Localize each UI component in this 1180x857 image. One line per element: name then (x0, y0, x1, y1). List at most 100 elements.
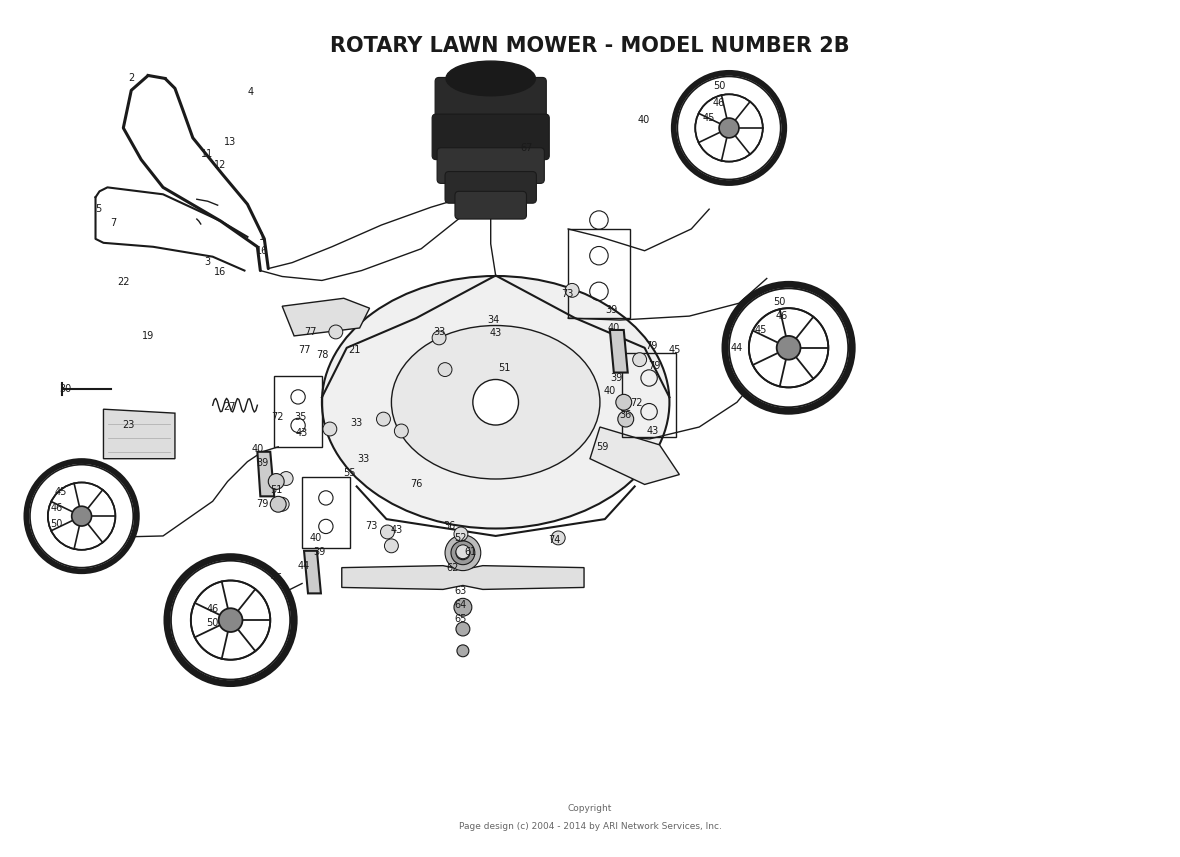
Text: 36: 36 (442, 521, 455, 531)
Circle shape (268, 474, 284, 489)
Polygon shape (282, 298, 369, 336)
Bar (274, 375, 322, 446)
Text: 39: 39 (256, 458, 269, 468)
Polygon shape (590, 427, 680, 484)
Text: ™: ™ (608, 422, 617, 432)
Text: 51: 51 (270, 485, 282, 495)
Text: 12: 12 (215, 159, 227, 170)
Circle shape (432, 331, 446, 345)
Circle shape (438, 363, 452, 376)
Circle shape (270, 496, 287, 512)
Text: 11: 11 (201, 149, 212, 159)
Polygon shape (257, 452, 274, 496)
Text: 46: 46 (775, 311, 788, 321)
Circle shape (171, 560, 290, 680)
Text: 4: 4 (248, 87, 254, 98)
Circle shape (616, 394, 631, 411)
Circle shape (565, 284, 579, 297)
Polygon shape (104, 409, 175, 458)
Text: 50: 50 (51, 519, 63, 529)
Text: 72: 72 (271, 412, 283, 423)
Polygon shape (342, 566, 584, 590)
Polygon shape (304, 551, 321, 593)
FancyBboxPatch shape (445, 171, 537, 203)
Text: 74: 74 (548, 535, 560, 545)
Circle shape (455, 545, 470, 559)
Text: 72: 72 (630, 399, 643, 408)
Circle shape (451, 541, 474, 565)
Text: 40: 40 (604, 387, 616, 397)
Text: 44: 44 (730, 343, 743, 353)
Bar (568, 229, 630, 318)
FancyBboxPatch shape (432, 114, 549, 159)
Circle shape (632, 353, 647, 367)
Circle shape (455, 546, 470, 560)
Bar (622, 353, 676, 437)
Ellipse shape (392, 326, 599, 479)
FancyBboxPatch shape (437, 147, 544, 183)
Circle shape (455, 622, 470, 636)
Circle shape (776, 336, 800, 360)
Text: 59: 59 (596, 442, 608, 452)
Text: 35: 35 (294, 412, 307, 423)
Circle shape (376, 412, 391, 426)
Text: 30: 30 (60, 385, 72, 394)
Text: 2: 2 (129, 74, 135, 83)
Text: 51: 51 (498, 363, 511, 373)
Text: 40: 40 (637, 115, 650, 125)
Text: 39: 39 (611, 373, 623, 382)
Text: 1: 1 (260, 232, 266, 242)
Circle shape (218, 608, 242, 632)
Circle shape (394, 424, 408, 438)
Text: 22: 22 (117, 278, 130, 287)
Circle shape (445, 535, 480, 571)
Text: 61: 61 (465, 547, 477, 557)
Ellipse shape (322, 276, 669, 529)
Circle shape (30, 464, 133, 567)
Text: 79: 79 (645, 341, 657, 351)
Text: 19: 19 (142, 331, 155, 341)
Text: 62: 62 (447, 563, 459, 572)
Text: 79: 79 (256, 500, 269, 509)
Text: 23: 23 (122, 420, 135, 430)
Circle shape (473, 380, 518, 425)
Text: 33: 33 (358, 453, 369, 464)
Text: 39: 39 (314, 547, 326, 557)
Text: 34: 34 (487, 315, 500, 325)
Text: 16: 16 (214, 267, 225, 277)
Text: 33: 33 (433, 327, 445, 337)
Text: 27: 27 (223, 402, 236, 412)
Text: 36: 36 (620, 411, 631, 420)
Circle shape (749, 309, 828, 387)
Text: 55: 55 (343, 468, 356, 477)
Text: 39: 39 (605, 305, 618, 315)
Text: 50: 50 (206, 618, 218, 628)
FancyBboxPatch shape (435, 77, 546, 127)
Circle shape (454, 527, 467, 541)
Text: 64: 64 (454, 600, 467, 610)
Text: 43: 43 (296, 428, 308, 438)
Circle shape (323, 422, 336, 436)
Circle shape (551, 531, 565, 545)
Text: 50: 50 (773, 297, 786, 308)
Text: 45: 45 (703, 113, 715, 123)
Text: 7: 7 (110, 218, 117, 228)
Circle shape (618, 411, 634, 427)
Text: 73: 73 (560, 290, 573, 299)
Circle shape (48, 482, 116, 550)
Text: 78: 78 (316, 350, 328, 360)
Text: 33: 33 (350, 418, 362, 428)
Text: AriPartStream: AriPartStream (458, 413, 584, 431)
Circle shape (454, 598, 472, 616)
Text: 13: 13 (224, 137, 237, 147)
Text: 44: 44 (297, 560, 310, 571)
Text: 77: 77 (297, 345, 310, 355)
Text: 3: 3 (204, 256, 211, 267)
Text: 5: 5 (96, 204, 101, 214)
Circle shape (191, 580, 270, 660)
FancyBboxPatch shape (455, 191, 526, 219)
Text: 65: 65 (454, 614, 467, 624)
Text: 45: 45 (54, 488, 67, 497)
Text: 45: 45 (754, 325, 767, 335)
Circle shape (329, 325, 342, 339)
